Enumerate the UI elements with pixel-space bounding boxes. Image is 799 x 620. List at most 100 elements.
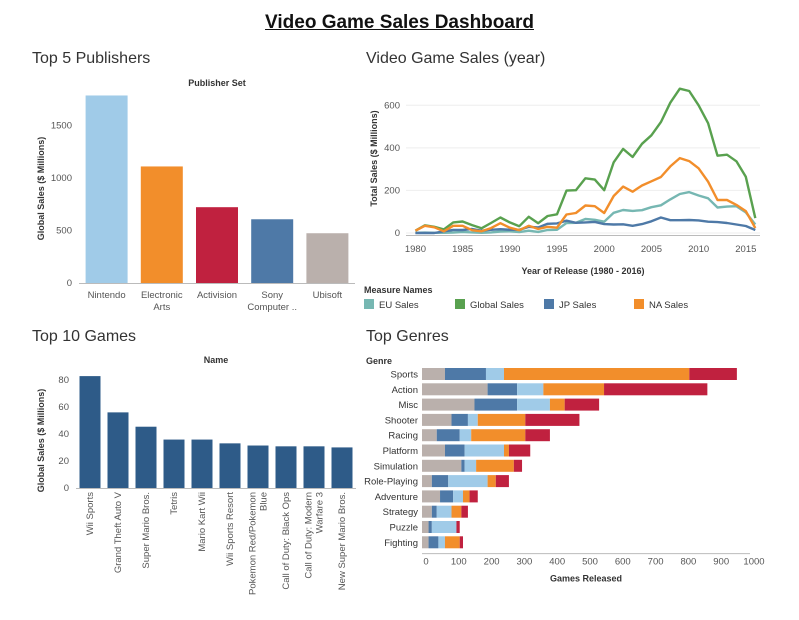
genres-bar-segment <box>464 444 504 457</box>
genres-category-label: Sports <box>391 370 419 381</box>
genres-category-label: Misc <box>398 400 418 411</box>
genres-bar-segment <box>422 383 488 396</box>
games-bar <box>331 447 353 488</box>
games-y-tick-label: 40 <box>58 429 69 440</box>
genres-category-label: Strategy <box>383 507 419 518</box>
games-x-tick-label: Warfare 3 <box>315 492 326 533</box>
games-x-tick-label: Wii Sports Resort <box>225 492 236 566</box>
publishers-x-tick-label: Computer .. <box>247 302 297 313</box>
yearly-legend-label: EU Sales <box>379 300 419 311</box>
genres-category-label: Fighting <box>384 538 418 549</box>
genres-bar-segment <box>474 398 518 411</box>
yearly-legend-title: Measure Names <box>364 285 433 295</box>
yearly-x-tick-label: 2010 <box>688 244 709 255</box>
genres-bar-segment <box>431 475 449 488</box>
games-bar <box>135 426 157 488</box>
publishers-bar <box>85 95 128 283</box>
games-x-tick-label: Call of Duty: Black Ops <box>281 492 292 590</box>
games-x-tick-label: Blue <box>259 492 270 511</box>
genres-bar-segment <box>444 368 486 380</box>
genres-bar-segment <box>422 459 462 472</box>
yearly-x-tick-label: 1980 <box>405 244 426 255</box>
genres-bar-segment <box>422 413 452 426</box>
genres-x-tick-label: 400 <box>549 557 565 568</box>
genres-category-label: Adventure <box>375 492 418 503</box>
yearly-y-axis-label: Total Sales ($ Millions) <box>369 110 379 206</box>
games-bar <box>107 412 129 488</box>
yearly-legend-swatch <box>544 299 554 309</box>
genres-bar-segment <box>431 505 437 518</box>
games-x-tick-label: Mario Kart Wii <box>197 492 208 552</box>
genres-bar-segment <box>513 459 523 472</box>
genres-bar-segment <box>428 536 439 549</box>
genres-x-tick-label: 100 <box>451 557 467 568</box>
games-y-axis-label: Global Sales ($ Millions) <box>36 389 46 493</box>
genres-bar-segment <box>451 413 468 426</box>
genres-bar-segment <box>487 475 496 488</box>
genres-bar-segment <box>504 368 690 380</box>
publishers-x-tick-label: Activision <box>197 290 237 301</box>
games-chart-title: Name <box>204 355 229 365</box>
publishers-bar <box>140 166 183 283</box>
genres-category-label: Role-Playing <box>364 477 418 488</box>
publishers-y-tick-label: 0 <box>67 278 72 289</box>
yearly-series-line <box>415 190 757 235</box>
publishers-bar <box>306 233 349 283</box>
yearly-series-line <box>414 87 757 232</box>
yearly-legend-label: JP Sales <box>559 300 597 311</box>
genres-bar-segment <box>689 368 737 380</box>
genres-bar-segment <box>431 521 457 533</box>
genres-x-tick-label: 600 <box>615 557 631 568</box>
genres-bar-segment <box>422 444 445 457</box>
panel-title-yearly-sales: Video Game Sales (year) <box>366 50 546 67</box>
genres-bar-segment <box>549 398 565 411</box>
genres-bar-segment <box>453 490 463 503</box>
genres-x-tick-label: 200 <box>484 557 500 568</box>
yearly-y-tick-label: 600 <box>384 100 400 111</box>
genres-x-tick-label: 0 <box>423 557 428 568</box>
genres-bar-segment <box>436 505 452 518</box>
genres-x-tick-label: 900 <box>713 557 729 568</box>
publishers-bar <box>251 219 294 283</box>
genres-bar-segment <box>461 459 465 472</box>
games-bar <box>275 446 297 488</box>
games-x-tick-label: Super Mario Bros. <box>141 492 152 569</box>
genres-bar-segment <box>459 536 463 549</box>
publishers-x-tick-label: Electronic <box>141 290 183 301</box>
games-bar <box>303 446 325 488</box>
genres-bar-segment <box>487 383 518 396</box>
publishers-y-tick-label: 1000 <box>51 173 72 184</box>
genres-bar-segment <box>525 413 580 426</box>
games-bar <box>247 445 269 488</box>
publishers-y-axis-label: Global Sales ($ Millions) <box>36 137 46 241</box>
genres-bar-segment <box>422 368 445 380</box>
yearly-x-axis-label: Year of Release (1980 - 2016) <box>521 266 644 276</box>
genres-bar-segment <box>471 429 526 442</box>
genres-bar-segment <box>422 505 432 518</box>
genres-bar-segment <box>456 521 460 533</box>
genres-bar-segment <box>476 459 514 472</box>
genres-bar-segment <box>461 505 468 518</box>
yearly-x-tick-label: 1985 <box>452 244 473 255</box>
yearly-legend-label: NA Sales <box>649 300 688 311</box>
genres-bar-segment <box>564 398 600 411</box>
yearly-x-tick-label: 2015 <box>735 244 756 255</box>
yearly-legend-swatch <box>364 299 374 309</box>
genres-category-label: Shooter <box>385 415 418 426</box>
genres-x-tick-label: 700 <box>648 557 664 568</box>
publishers-y-tick-label: 1500 <box>51 121 72 132</box>
panel-title-top-genres: Top Genres <box>366 328 449 345</box>
genres-axis-header: Genre <box>366 356 392 366</box>
games-bar <box>191 439 213 488</box>
genres-category-label: Simulation <box>374 461 418 472</box>
games-bar <box>79 376 101 488</box>
genres-x-tick-label: 1000 <box>743 557 764 568</box>
publishers-chart-title: Publisher Set <box>188 78 246 88</box>
genres-x-tick-label: 800 <box>680 557 696 568</box>
genres-bar-segment <box>543 383 605 396</box>
genres-bar-segment <box>508 444 531 457</box>
games-x-tick-label: Call of Duty: Modern <box>304 492 315 579</box>
genres-bar-segment <box>604 383 708 396</box>
genres-bar-segment <box>422 536 429 549</box>
games-y-tick-label: 0 <box>64 483 69 494</box>
